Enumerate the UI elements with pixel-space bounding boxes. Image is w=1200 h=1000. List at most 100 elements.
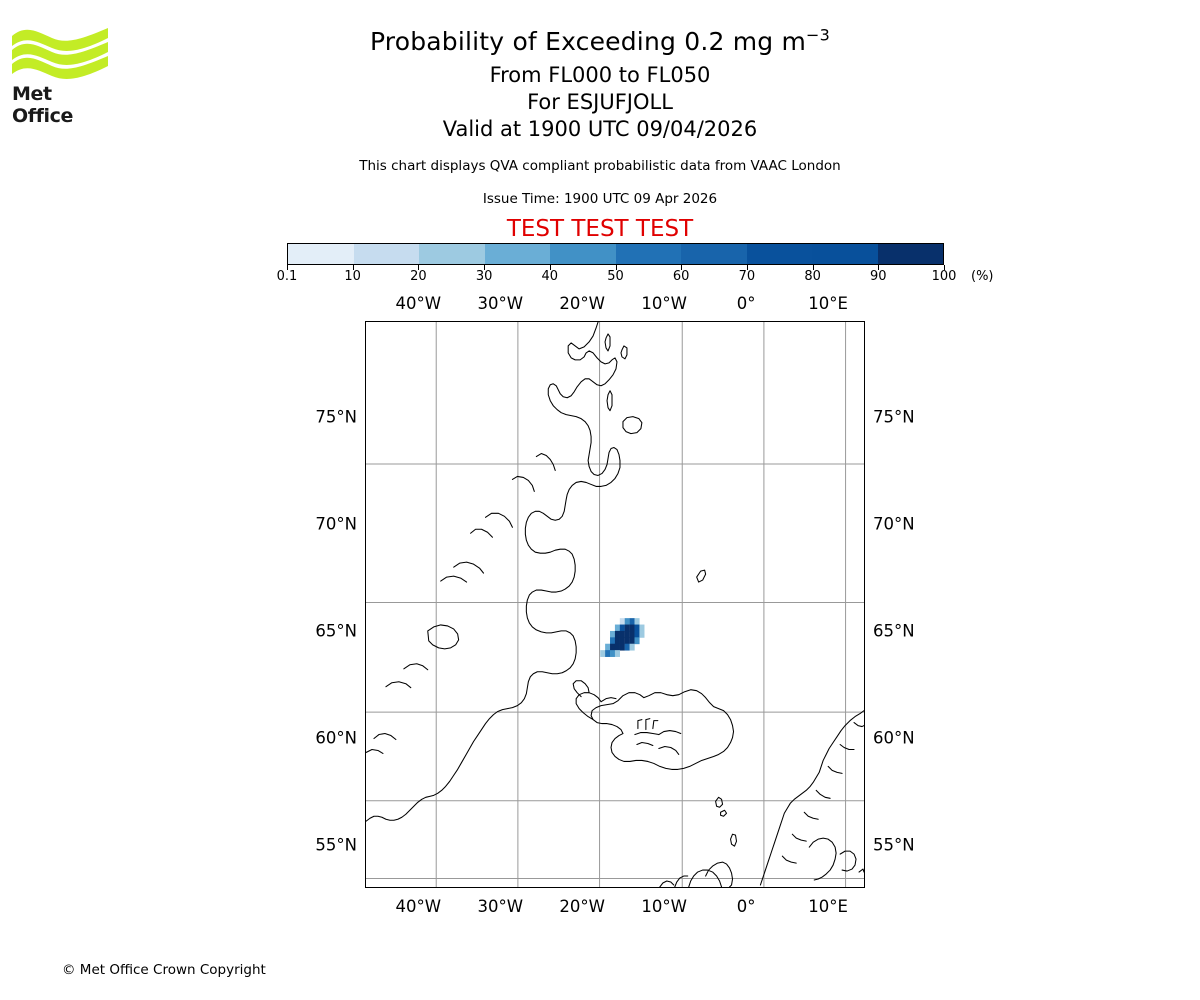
ash-probability-plume xyxy=(600,618,645,657)
met-office-wordmark: Met Office xyxy=(12,83,73,127)
valid-time: Valid at 1900 UTC 09/04/2026 xyxy=(442,117,758,141)
plume-cell-17 xyxy=(610,637,616,645)
colorbar-segment-8 xyxy=(812,244,878,264)
page-title-text: Probability of Exceeding 0.2 mg m xyxy=(369,27,807,56)
colorbar-tick-labels: 0.1 10 20 30 40 50 60 70 80 90 100 xyxy=(0,268,1200,288)
plume-cell-18 xyxy=(614,637,620,645)
plume-cell-19 xyxy=(619,637,625,645)
lon-tick-top-0: 40°W xyxy=(395,294,442,313)
lat-tick-left-2: 65°N xyxy=(315,621,357,641)
lat-tick-right-4: 55°N xyxy=(873,835,915,855)
colorbar-segment-7 xyxy=(746,244,812,264)
volcanic-ash-probability-map[interactable] xyxy=(365,321,865,888)
plume-cell-26 xyxy=(619,643,625,651)
lon-tick-bottom-3: 10°W xyxy=(641,897,687,916)
met-office-logo: Met Office xyxy=(12,26,112,127)
colorbar-label-100: 100 xyxy=(931,269,957,284)
colorbar-segment-4 xyxy=(550,244,616,264)
colorbar-label-0.1: 0.1 xyxy=(276,269,298,284)
colorbar-ticks xyxy=(287,265,945,271)
colorbar-segment-6 xyxy=(681,244,747,264)
plume-cell-10 xyxy=(610,630,616,638)
lat-tick-left-3: 60°N xyxy=(315,728,357,748)
colorbar-tick-0.1 xyxy=(287,265,288,270)
plume-cell-3 xyxy=(634,618,640,625)
lat-tick-right-0: 75°N xyxy=(873,407,915,427)
plume-cell-30 xyxy=(605,650,611,657)
plume-cell-1 xyxy=(624,618,630,625)
map-gridlines xyxy=(366,322,864,887)
colorbar-segment-2 xyxy=(419,244,485,264)
colorbar-tick-30 xyxy=(484,265,486,270)
lon-tick-top-4: 0° xyxy=(736,294,756,313)
plume-cell-25 xyxy=(614,643,620,651)
colorbar-label-50: 50 xyxy=(607,269,624,284)
lat-tick-left-4: 55°N xyxy=(315,835,357,855)
colorbar-tick-80 xyxy=(812,265,814,270)
plume-cell-16 xyxy=(639,630,645,638)
plume-cell-29 xyxy=(600,650,606,657)
colorbar-segment-5 xyxy=(615,244,681,264)
colorbar-tick-50 xyxy=(615,265,617,270)
coastlines xyxy=(366,322,864,887)
lon-tick-bottom-0: 40°W xyxy=(395,897,442,916)
colorbar-tick-20 xyxy=(418,265,420,270)
page-title: Probability of Exceeding 0.2 mg m−3 xyxy=(0,26,1200,58)
met-office-wave-mark xyxy=(12,28,108,79)
lon-tick-bottom-4: 0° xyxy=(736,897,756,916)
lat-tick-right-1: 70°N xyxy=(873,514,915,534)
lon-tick-bottom-5: 10°E xyxy=(808,897,848,916)
plume-cell-0 xyxy=(619,618,625,625)
plume-cell-21 xyxy=(629,637,635,645)
plume-cell-4 xyxy=(614,624,620,632)
colorbar-label-10: 10 xyxy=(344,269,361,284)
plume-cell-23 xyxy=(605,643,611,651)
map-canvas xyxy=(366,322,864,887)
plume-cell-22 xyxy=(634,637,640,645)
colorbar-segment-3 xyxy=(484,244,550,264)
plume-cell-27 xyxy=(624,643,630,651)
plume-cell-8 xyxy=(634,624,640,632)
plume-cell-24 xyxy=(610,643,616,651)
colorbar-label-40: 40 xyxy=(541,269,559,284)
plume-cell-11 xyxy=(614,630,620,638)
lat-tick-left-1: 70°N xyxy=(315,514,357,534)
colorbar-segment-1 xyxy=(353,244,419,264)
lon-tick-top-2: 20°W xyxy=(559,294,605,313)
colorbar-tick-100 xyxy=(944,265,945,270)
colorbar-tick-70 xyxy=(746,265,748,270)
colorbar-tick-90 xyxy=(878,265,880,270)
plume-cell-12 xyxy=(619,630,625,638)
plume-cell-28 xyxy=(629,643,635,651)
colorbar-tick-60 xyxy=(681,265,683,270)
colorbar-label-20: 20 xyxy=(410,269,427,284)
lat-tick-right-2: 65°N xyxy=(873,621,915,641)
lon-tick-top-3: 10°W xyxy=(641,294,687,313)
colorbar-label-30: 30 xyxy=(475,269,493,284)
lon-tick-bottom-1: 30°W xyxy=(477,897,524,916)
issue-time: Issue Time: 1900 UTC 09 Apr 2026 xyxy=(482,191,718,207)
data-source-disclaimer: This chart displays QVA compliant probab… xyxy=(359,158,841,174)
probability-colorbar xyxy=(287,243,945,270)
colorbar-tick-10 xyxy=(352,265,354,270)
plume-cell-6 xyxy=(624,624,630,632)
plume-cell-9 xyxy=(639,624,645,632)
colorbar-tick-40 xyxy=(549,265,551,270)
plume-cell-20 xyxy=(624,637,630,645)
plume-cell-32 xyxy=(614,650,620,657)
lon-tick-top-1: 30°W xyxy=(477,294,524,313)
colorbar-label-90: 90 xyxy=(870,269,887,284)
test-banner: TEST TEST TEST xyxy=(506,216,694,242)
lon-tick-bottom-2: 20°W xyxy=(559,897,605,916)
plume-cell-14 xyxy=(629,630,635,638)
plume-cell-5 xyxy=(619,624,625,632)
plume-cell-31 xyxy=(610,650,616,657)
plume-cell-2 xyxy=(629,618,635,625)
colorbar-label-80: 80 xyxy=(804,269,821,284)
colorbar-gradient xyxy=(287,243,944,265)
lat-tick-left-0: 75°N xyxy=(315,407,357,427)
lat-tick-right-3: 60°N xyxy=(873,728,915,748)
flight-level-range: From FL000 to FL050 xyxy=(489,63,711,87)
plume-cell-13 xyxy=(624,630,630,638)
page-title-exponent: −3 xyxy=(806,25,831,45)
